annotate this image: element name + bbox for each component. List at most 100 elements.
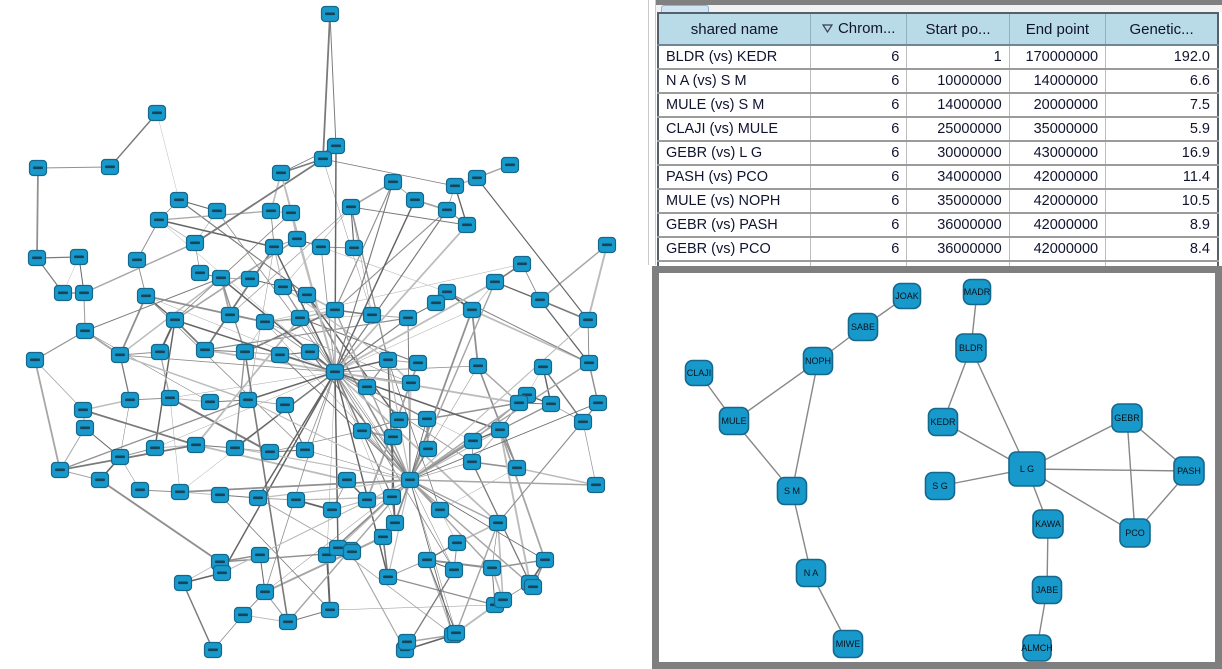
small-network-panel[interactable]: JOAK MADR SABE NOPH BLDR CLAJI MULE KEDR GEBR L G…	[652, 266, 1222, 669]
node-NOPH[interactable]	[802, 346, 834, 376]
table-cell[interactable]: 1	[906, 44, 1010, 69]
node-MIWE[interactable]	[832, 629, 864, 659]
table-cell[interactable]: MULE (vs) NOPH	[657, 188, 812, 213]
table-cell[interactable]: PASH (vs) PCO	[657, 164, 812, 189]
table-cell[interactable]: MULE (vs) S M	[657, 92, 812, 117]
table-cell[interactable]: 192.0	[1105, 44, 1219, 69]
col-start-position[interactable]: Start po...	[906, 12, 1010, 46]
node-MADR[interactable]	[962, 278, 992, 306]
table-cell[interactable]: 6	[810, 164, 908, 189]
table-cell[interactable]: 42000000	[1008, 164, 1107, 189]
network-edge	[119, 295, 147, 356]
table-row[interactable]: GEBR (vs) PCO 6 36000000 42000000 8.4	[657, 236, 1219, 261]
node-PCO[interactable]	[1119, 518, 1151, 548]
network-edge	[154, 371, 336, 449]
large-network-canvas[interactable]	[0, 0, 648, 669]
col-genetic[interactable]: Genetic...	[1105, 12, 1219, 46]
table-cell[interactable]: GEBR (vs) PCO	[657, 236, 812, 261]
table-cell[interactable]: 6	[810, 212, 908, 237]
table-row[interactable]: GEBR (vs) L G 6 30000000 43000000 16.9	[657, 140, 1219, 165]
node-PASH[interactable]	[1173, 456, 1205, 486]
table-cell[interactable]: CLAJI (vs) MULE	[657, 116, 812, 141]
table-row[interactable]: BLDR (vs) KEDR 6 1 170000000 192.0	[657, 44, 1219, 69]
network-edge	[582, 421, 597, 486]
table-cell[interactable]: 7.5	[1105, 92, 1219, 117]
small-network-canvas[interactable]: JOAK MADR SABE NOPH BLDR CLAJI MULE KEDR GEBR L G…	[659, 273, 1215, 662]
table-cell[interactable]: 42000000	[1008, 188, 1107, 213]
node-JABE[interactable]	[1031, 575, 1063, 605]
node-label-glyph	[388, 180, 398, 184]
table-row[interactable]: N A (vs) S M 6 10000000 14000000 6.6	[657, 68, 1219, 93]
table-cell[interactable]: 42000000	[1008, 212, 1107, 237]
edge-NOPH-SM[interactable]	[791, 360, 819, 492]
col-shared-name[interactable]: shared name	[657, 12, 812, 46]
table-cell[interactable]: 5.9	[1105, 116, 1219, 141]
node-label-glyph	[449, 568, 459, 572]
table-cell[interactable]: 8.4	[1105, 236, 1219, 261]
node-GEBR[interactable]	[1111, 403, 1143, 433]
table-cell[interactable]: 20000000	[1008, 92, 1107, 117]
node-label-glyph	[215, 560, 225, 564]
edge-BLDR-LG[interactable]	[970, 347, 1028, 470]
table-cell[interactable]: 34000000	[906, 164, 1010, 189]
table-cell[interactable]: 8.9	[1105, 212, 1219, 237]
table-cell[interactable]: BLDR (vs) KEDR	[657, 44, 812, 69]
table-cell[interactable]: 6	[810, 68, 908, 93]
table-cell[interactable]: 10000000	[906, 68, 1010, 93]
table-row[interactable]: GEBR (vs) PASH 6 36000000 42000000 8.9	[657, 212, 1219, 237]
table-cell[interactable]: 6	[810, 92, 908, 117]
node-KAWA[interactable]	[1032, 509, 1064, 539]
panel-splitter[interactable]	[648, 0, 656, 265]
table-cell[interactable]: GEBR (vs) PASH	[657, 212, 812, 237]
col-chromosome[interactable]: Chrom...	[810, 12, 908, 46]
table-cell[interactable]: GEBR (vs) L G	[657, 140, 812, 165]
node-BLDR[interactable]	[955, 333, 987, 363]
table-cell[interactable]: 6	[810, 44, 908, 69]
node-MULE[interactable]	[718, 406, 750, 436]
node-SABE[interactable]	[847, 312, 879, 342]
table-cell[interactable]: 14000000	[906, 92, 1010, 117]
table-cell[interactable]: 25000000	[906, 116, 1010, 141]
network-edge	[350, 206, 389, 361]
table-cell[interactable]: 6	[810, 188, 908, 213]
table-cell[interactable]: 6	[810, 236, 908, 261]
table-row[interactable]: PASH (vs) PCO 6 34000000 42000000 11.4	[657, 164, 1219, 189]
node-ALMCH[interactable]	[1022, 634, 1052, 662]
edge-LG-PASH[interactable]	[1026, 468, 1190, 472]
table-cell[interactable]: 36000000	[906, 212, 1010, 237]
node-label-glyph	[300, 448, 310, 452]
table-cell[interactable]: 30000000	[906, 140, 1010, 165]
table-cell[interactable]: 10.5	[1105, 188, 1219, 213]
node-SM[interactable]	[776, 476, 808, 506]
table-cell[interactable]: 14000000	[1008, 68, 1107, 93]
table-tab-fragment[interactable]	[661, 5, 709, 12]
table-cell[interactable]: 43000000	[1008, 140, 1107, 165]
table-row[interactable]: CLAJI (vs) MULE 6 25000000 35000000 5.9	[657, 116, 1219, 141]
table-cell[interactable]: 35000000	[906, 188, 1010, 213]
table-cell[interactable]: 6.6	[1105, 68, 1219, 93]
network-edge	[426, 559, 454, 636]
table-cell[interactable]: 42000000	[1008, 236, 1107, 261]
table-cell[interactable]: 6	[810, 140, 908, 165]
node-SG[interactable]	[924, 471, 956, 501]
table-cell[interactable]: 16.9	[1105, 140, 1219, 165]
table-cell[interactable]: 11.4	[1105, 164, 1219, 189]
table-cell[interactable]: 6	[810, 116, 908, 141]
table-row[interactable]: MULE (vs) S M 6 14000000 20000000 7.5	[657, 92, 1219, 117]
node-JOAK[interactable]	[892, 282, 922, 310]
table-cell[interactable]: 35000000	[1008, 116, 1107, 141]
node-CLAJI[interactable]	[684, 359, 714, 387]
table-substrip	[656, 5, 1222, 12]
node-KEDR[interactable]	[927, 407, 959, 437]
node-LG[interactable]	[1008, 451, 1046, 487]
node-NA[interactable]	[795, 558, 827, 588]
col-end-point[interactable]: End point	[1008, 12, 1107, 46]
table-cell[interactable]: 170000000	[1008, 44, 1107, 69]
edge-GEBR-PCO[interactable]	[1126, 417, 1136, 534]
filter-funnel-icon[interactable]	[821, 21, 834, 38]
node-label-glyph	[283, 620, 293, 624]
table-cell[interactable]: 36000000	[906, 236, 1010, 261]
network-edge	[409, 479, 597, 486]
table-row[interactable]: MULE (vs) NOPH 6 35000000 42000000 10.5	[657, 188, 1219, 213]
table-cell[interactable]: N A (vs) S M	[657, 68, 812, 93]
